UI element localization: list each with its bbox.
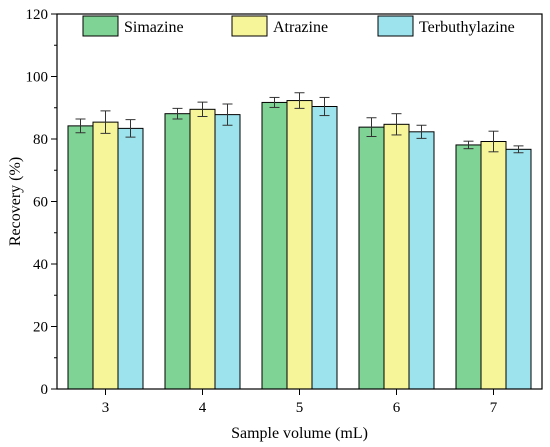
error-bar-terbuthylazine-6	[416, 124, 427, 139]
legend-item-simazine: Simazine	[82, 15, 184, 37]
error-bar-terbuthylazine-3	[125, 119, 136, 138]
bar-simazine-3	[67, 125, 94, 390]
legend-label: Atrazine	[273, 19, 328, 36]
legend-swatch	[231, 15, 268, 37]
error-bar-simazine-6	[366, 117, 377, 137]
error-bar-simazine-4	[172, 107, 183, 120]
bar-terbuthylazine-5	[311, 106, 338, 390]
x-tick-label: 5	[296, 400, 304, 416]
y-tick-label: 100	[26, 70, 49, 86]
error-bar-atrazine-3	[100, 110, 111, 134]
y-tick-label: 120	[26, 7, 49, 23]
bar-atrazine-6	[383, 123, 410, 390]
legend-item-atrazine: Atrazine	[231, 15, 328, 37]
legend-swatch	[82, 15, 119, 37]
bar-simazine-5	[261, 101, 288, 390]
bar-simazine-7	[455, 144, 482, 390]
x-tick-label: 7	[490, 400, 498, 416]
bar-atrazine-3	[92, 121, 119, 390]
y-tick-label: 0	[41, 382, 49, 398]
error-bar-simazine-3	[75, 118, 86, 134]
y-tick-label: 60	[33, 195, 48, 211]
legend-label: Simazine	[124, 19, 184, 36]
error-bar-atrazine-6	[391, 113, 402, 136]
bar-terbuthylazine-3	[117, 127, 144, 390]
error-bar-terbuthylazine-5	[319, 96, 330, 117]
error-bar-terbuthylazine-7	[513, 145, 524, 154]
error-bar-terbuthylazine-4	[222, 103, 233, 126]
y-tick-label: 80	[33, 132, 48, 148]
bar-terbuthylazine-7	[505, 148, 532, 390]
bar-simazine-6	[358, 126, 385, 390]
y-tick-label: 20	[33, 320, 48, 336]
bar-terbuthylazine-4	[214, 114, 241, 390]
error-bar-simazine-7	[463, 140, 474, 150]
bar-atrazine-7	[480, 141, 507, 390]
x-tick-label: 4	[199, 400, 207, 416]
bar-atrazine-4	[189, 108, 216, 390]
legend: Simazine Atrazine Terbuthylazine	[82, 15, 515, 37]
error-bar-atrazine-4	[197, 101, 208, 117]
axes: 0 20 40 60 80 100 120 3 4 5 6 7	[26, 7, 543, 416]
x-tick-label: 3	[102, 400, 110, 416]
legend-label: Terbuthylazine	[419, 19, 515, 36]
bar-atrazine-5	[286, 100, 313, 390]
bar-simazine-4	[164, 113, 191, 390]
error-bar-simazine-5	[269, 96, 280, 108]
legend-swatch	[377, 15, 414, 37]
plot-area	[67, 92, 532, 390]
error-bar-atrazine-7	[488, 130, 499, 153]
error-bar-atrazine-5	[294, 92, 305, 109]
bar-terbuthylazine-6	[408, 131, 435, 390]
legend-item-terbuthylazine: Terbuthylazine	[377, 15, 515, 37]
y-axis-title: Recovery (%)	[7, 157, 24, 246]
x-tick-label: 6	[393, 400, 401, 416]
x-axis-title: Sample volume (mL)	[231, 425, 368, 442]
y-tick-label: 40	[33, 257, 48, 273]
